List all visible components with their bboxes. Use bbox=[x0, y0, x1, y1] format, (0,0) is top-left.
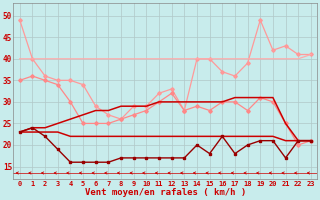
X-axis label: Vent moyen/en rafales ( km/h ): Vent moyen/en rafales ( km/h ) bbox=[85, 188, 246, 197]
